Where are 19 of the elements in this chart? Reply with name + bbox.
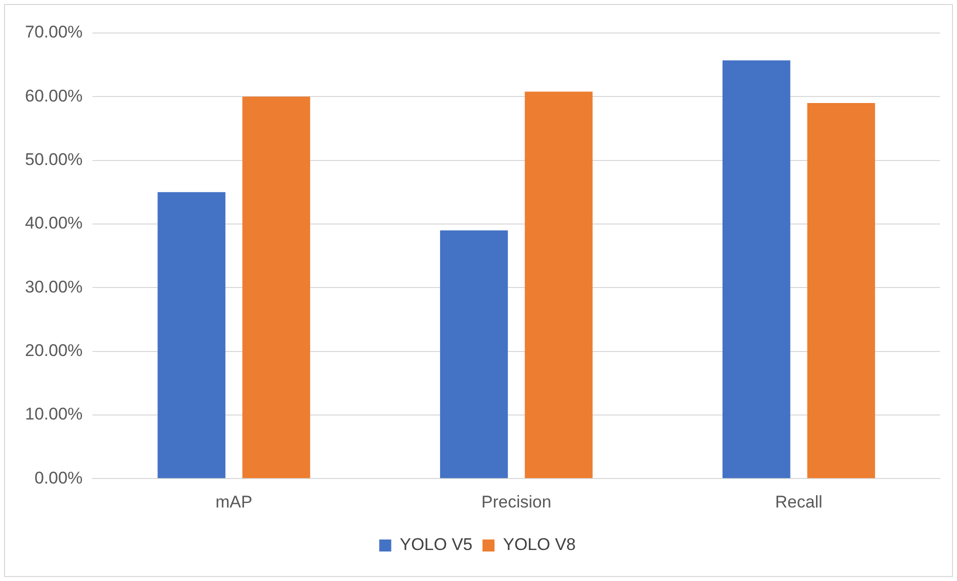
y-tick-label: 10.00% [24, 404, 83, 424]
bar [440, 230, 508, 478]
x-tick-label: Recall [775, 492, 822, 512]
y-tick-label: 40.00% [24, 214, 83, 233]
y-tick-label: 60.00% [24, 86, 83, 106]
legend-label: YOLO V8 [503, 535, 576, 554]
legend-label: YOLO V5 [400, 535, 473, 554]
bar [807, 103, 876, 478]
y-tick-label: 30.00% [24, 277, 83, 296]
y-tick-label: 50.00% [24, 150, 83, 169]
y-tick-label: 70.00% [24, 22, 83, 42]
y-tick-label: 0.00% [34, 468, 83, 488]
x-tick-label: mAP [215, 492, 252, 512]
bar [242, 96, 310, 478]
bar [722, 60, 790, 478]
x-tick-label: Precision [481, 492, 552, 512]
bar [524, 92, 593, 478]
y-tick-label: 20.00% [24, 340, 83, 360]
bar [158, 192, 226, 478]
